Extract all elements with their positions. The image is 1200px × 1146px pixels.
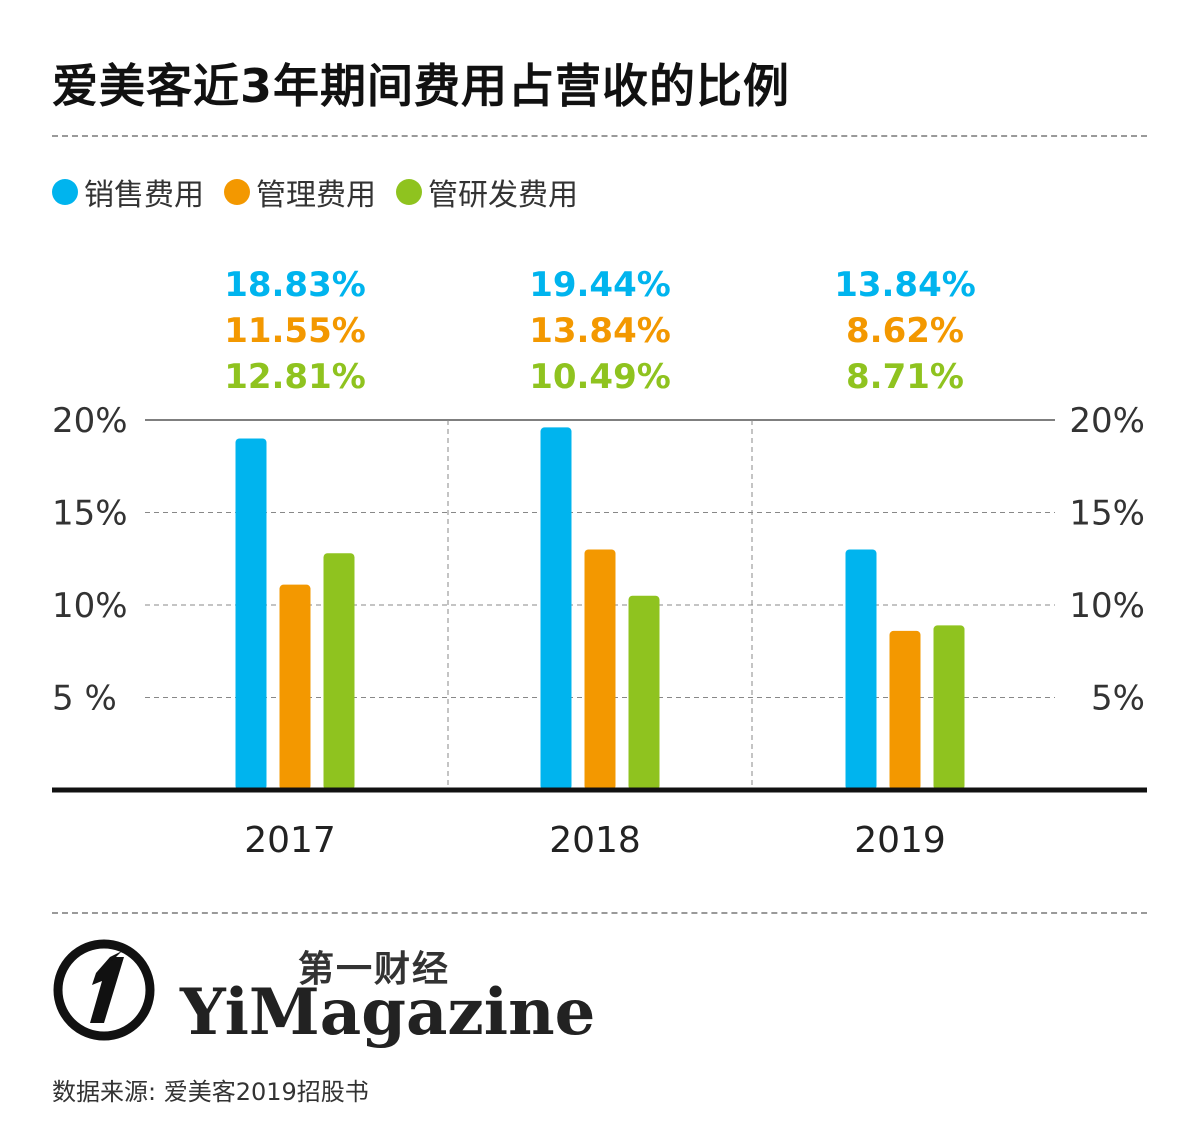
y-tick-label-left: 20% [52,401,128,441]
top-divider [52,135,1147,137]
data-label: 8.71% [846,357,964,397]
legend-item-admin: 管理费用 [224,170,376,214]
bar [845,549,877,790]
bar-chart: 20% 20% 15% 15% 10% 10% 5 % 5% 18.83% 11.55% 12.81… [52,265,1147,861]
data-label: 8.62% [846,311,964,351]
bar [323,553,355,790]
y-tick-label-left: 5 % [52,679,117,719]
bar [540,427,572,790]
x-tick-label: 2017 [244,820,336,861]
data-label: 11.55% [224,311,366,351]
x-tick-label: 2018 [549,820,641,861]
brand-english: YiMagazine [180,975,596,1050]
x-tick-label: 2019 [854,820,946,861]
legend-label-admin: 管理费用 [256,178,376,213]
legend-dot-admin [224,179,250,205]
yimagazine-logo-icon [53,939,155,1041]
chart-title: 爱美客近3年期间费用占营收的比例 [52,59,791,113]
data-label: 12.81% [224,357,366,397]
bar [628,595,660,790]
legend-item-selling: 销售费用 [52,170,204,214]
bar [279,584,311,790]
brand-chinese: 第一财经 [298,949,451,990]
data-label: 19.44% [529,265,671,305]
y-tick-label-right: 5% [1091,679,1145,719]
legend-dot-rnd [396,179,422,205]
bar [889,630,921,790]
y-tick-label-left: 15% [52,494,128,534]
legend-item-rnd: 管研发费用 [396,170,578,214]
bar [235,438,267,790]
data-label: 13.84% [529,311,671,351]
data-label: 10.49% [529,357,671,397]
legend-label-rnd: 管研发费用 [428,178,578,213]
y-tick-label-left: 10% [52,586,128,626]
legend: 销售费用 管理费用 管研发费用 [52,170,598,214]
legend-label-selling: 销售费用 [84,178,204,213]
data-label: 13.84% [834,265,976,305]
bar [933,625,965,790]
y-tick-label-right: 10% [1069,586,1145,626]
bottom-divider [52,912,1147,914]
legend-dot-selling [52,179,78,205]
y-tick-label-right: 20% [1069,401,1145,441]
y-tick-label-right: 15% [1069,494,1145,534]
source-note: 数据来源: 爱美客2019招股书 [52,1078,369,1106]
data-label: 18.83% [224,265,366,305]
bar [584,549,616,790]
